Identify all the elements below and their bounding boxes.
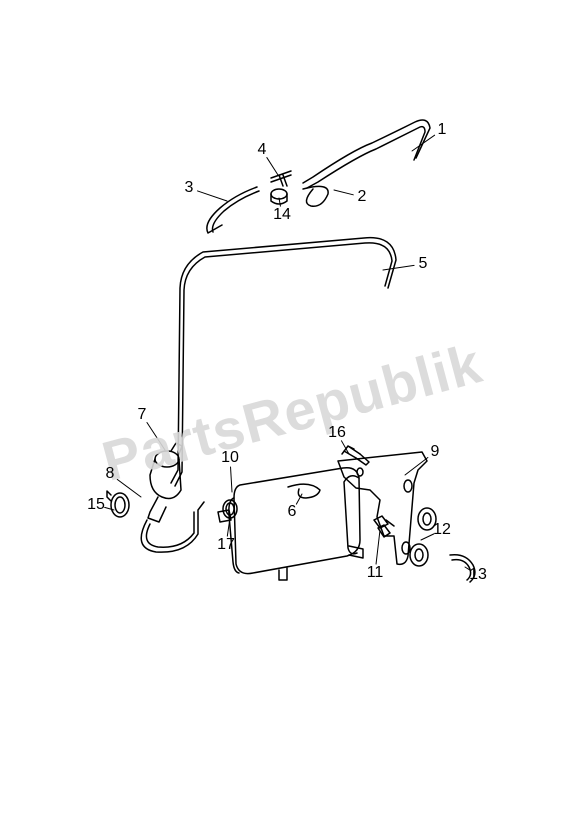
part-15-clip xyxy=(107,491,129,517)
part-10-canister xyxy=(218,468,363,580)
diagram-lineart xyxy=(0,0,583,824)
part-14-bush xyxy=(271,189,287,204)
part-3-hose xyxy=(207,187,259,233)
parts-diagram: PartsRepublik 1234567891011121314151617 xyxy=(0,0,583,824)
part-12-grommets xyxy=(410,508,436,566)
part-2-hose xyxy=(303,186,328,206)
part-6-clip xyxy=(288,484,320,498)
part-4-tpiece xyxy=(271,171,291,186)
part-13-hose xyxy=(450,555,475,582)
part-1-hose xyxy=(303,120,430,188)
part-5-hose xyxy=(171,238,396,486)
